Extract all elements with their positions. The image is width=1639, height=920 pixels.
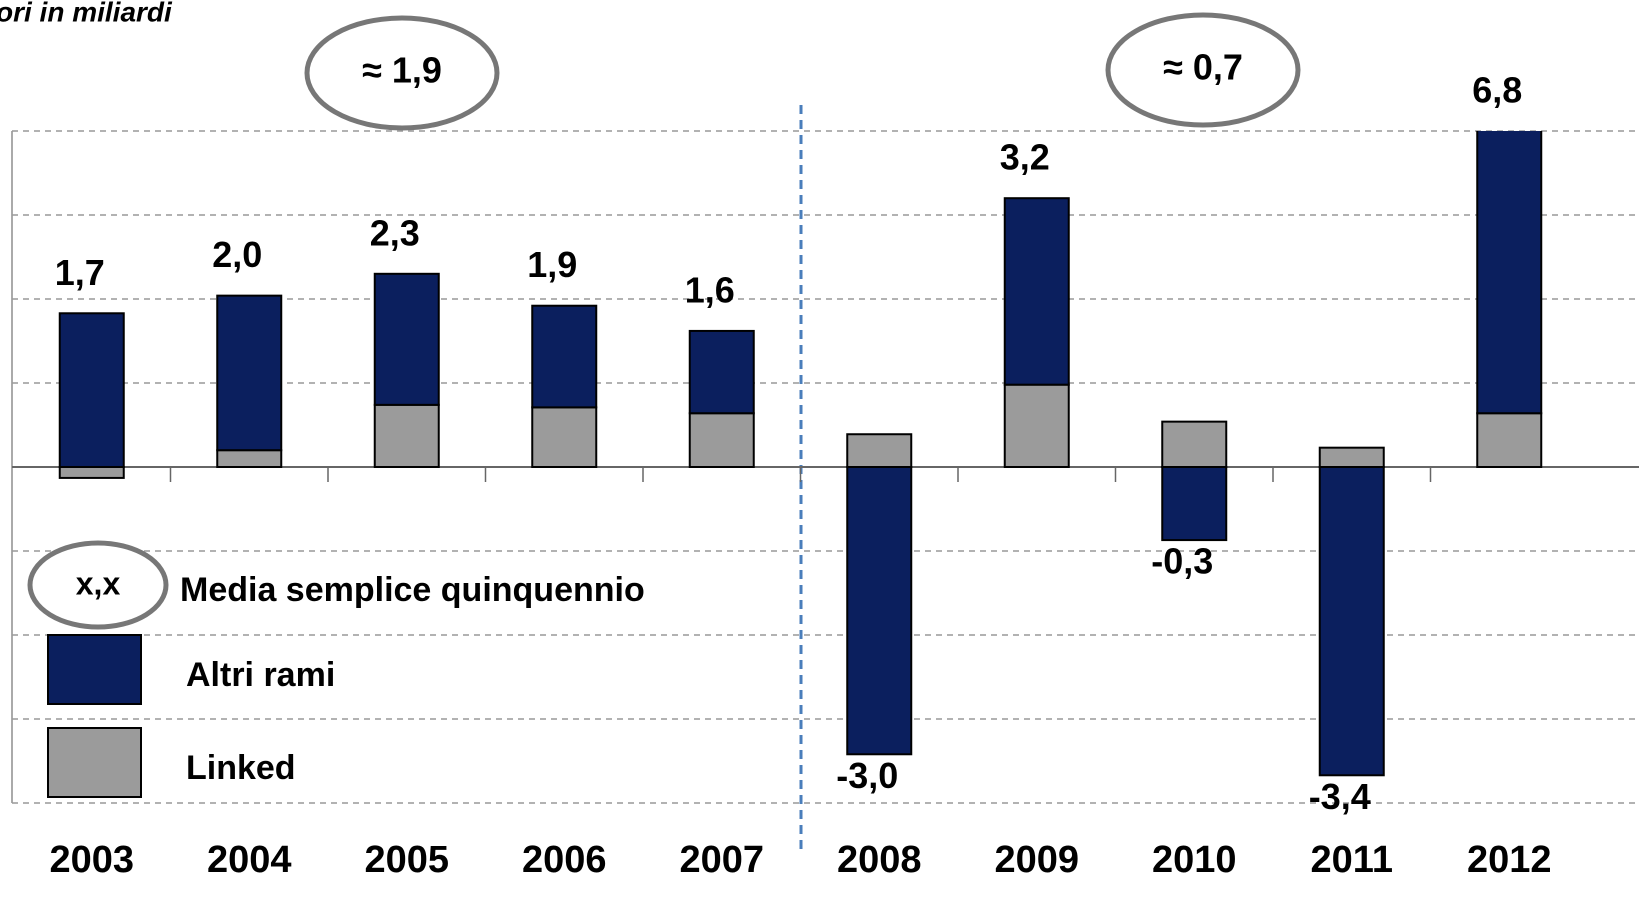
bar-segment xyxy=(846,433,913,468)
value-label: -3,0 xyxy=(836,755,898,796)
bar-segment xyxy=(1476,412,1543,468)
value-label: -3,4 xyxy=(1309,776,1371,817)
bar-segment xyxy=(1003,383,1070,468)
bar-segment xyxy=(688,412,755,468)
bars xyxy=(58,131,1543,777)
x-tick-label: 2007 xyxy=(679,839,764,881)
bar-segment xyxy=(1318,466,1385,777)
x-tick-label: 2004 xyxy=(207,839,292,881)
value-label: 2,0 xyxy=(212,234,262,275)
value-label: 3,2 xyxy=(1000,137,1050,178)
x-tick-label: 2003 xyxy=(49,839,134,881)
bar-segment xyxy=(1161,466,1228,542)
legend-swatch xyxy=(47,634,142,705)
bar-segment xyxy=(1161,420,1228,469)
x-tick-label: 2012 xyxy=(1467,839,1552,881)
x-tick-label: 2010 xyxy=(1152,839,1237,881)
bar-segment xyxy=(1318,446,1385,468)
bar-segment xyxy=(216,294,283,452)
bar-segment xyxy=(531,406,598,468)
annotation: ≈ 0,7 xyxy=(1163,47,1243,88)
value-label: 1,6 xyxy=(685,269,735,310)
bar-segment xyxy=(373,272,440,406)
legend-symbol: x,x xyxy=(76,565,121,601)
value-label: 6,8 xyxy=(1472,70,1522,111)
x-tick-label: 2008 xyxy=(837,839,922,881)
value-label: -0,3 xyxy=(1151,541,1213,582)
bar-segment xyxy=(58,312,125,468)
x-tick-label: 2006 xyxy=(522,839,607,881)
bar-segment xyxy=(373,403,440,468)
value-label: 2,3 xyxy=(370,212,420,253)
annotation-ellipse xyxy=(1105,12,1301,128)
x-tick-label: 2011 xyxy=(1311,839,1393,881)
annotation-ellipse xyxy=(304,15,500,131)
value-label: 1,7 xyxy=(55,252,105,293)
bar-segment xyxy=(1003,197,1070,386)
legend-label: Linked xyxy=(186,749,296,787)
annotation: ≈ 1,9 xyxy=(362,50,442,91)
bar-segment xyxy=(1476,131,1543,415)
legend-label: Altri rami xyxy=(186,656,335,694)
bar-segment xyxy=(531,304,598,409)
bar-segment xyxy=(688,329,755,415)
legend-swatch xyxy=(47,727,142,798)
bar-segment xyxy=(58,466,125,479)
x-tick-label: 2005 xyxy=(364,839,449,881)
legend-label: Media semplice quinquennio xyxy=(180,571,645,609)
x-tick-label: 2009 xyxy=(994,839,1079,881)
legend-ellipse xyxy=(27,540,169,630)
value-label: 1,9 xyxy=(527,244,577,285)
chart-title: ori in miliardi xyxy=(0,0,173,27)
bar-segment xyxy=(846,466,913,756)
bar-segment xyxy=(216,449,283,469)
